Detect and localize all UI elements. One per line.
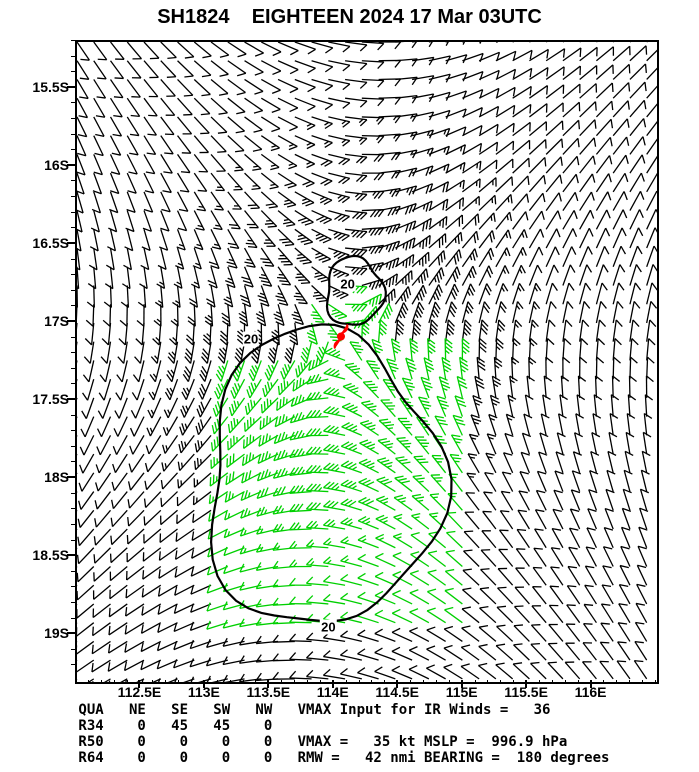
- y-tick-label: 15.5S: [32, 79, 69, 95]
- chart-container: SH1824 EIGHTEEN 2024 17 Mar 03UTC 202020…: [0, 0, 699, 772]
- y-tick-label: 17.5S: [32, 391, 69, 407]
- y-tick-label: 19S: [44, 625, 69, 641]
- y-tick-label: 16S: [44, 157, 69, 173]
- y-tick-label: 17S: [44, 313, 69, 329]
- cyclone-symbol-icon: [327, 322, 355, 355]
- contour-label: 20: [339, 276, 355, 291]
- contour-overlay: [77, 42, 657, 682]
- y-tick-label: 18S: [44, 469, 69, 485]
- contour-label: 20: [243, 331, 259, 346]
- footer-data-block: QUA NE SE SW NW VMAX Input for IR Winds …: [70, 702, 609, 766]
- plot-area: 20 20 20: [75, 40, 659, 684]
- y-tick-label: 18.5S: [32, 547, 69, 563]
- y-tick-label: 16.5S: [32, 235, 69, 251]
- contour-label: 20: [320, 620, 336, 635]
- chart-title: SH1824 EIGHTEEN 2024 17 Mar 03UTC: [0, 6, 699, 29]
